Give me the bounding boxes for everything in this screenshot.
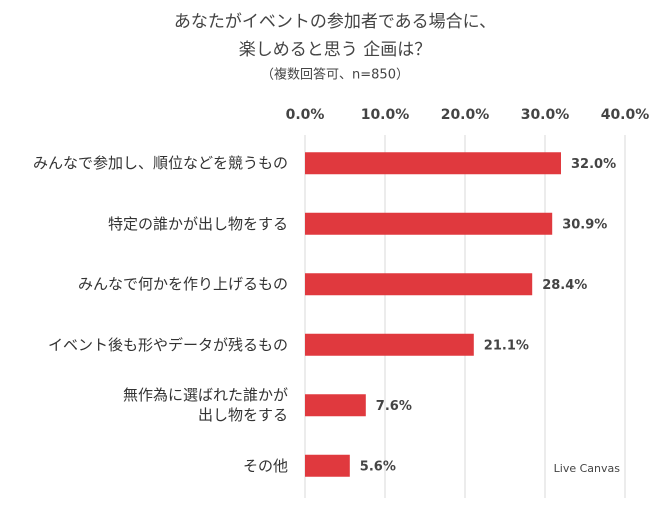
value-label: 7.6% bbox=[376, 399, 412, 414]
x-tick-label: 40.0% bbox=[601, 107, 650, 123]
y-tick-label: みんなで参加し、順位などを競うもの bbox=[32, 154, 288, 173]
y-tick-label: みんなで何かを作り上げるもの bbox=[77, 275, 288, 294]
value-label: 28.4% bbox=[542, 278, 587, 293]
y-tick-label: 無作為に選ばれた誰かが 出し物をする bbox=[122, 386, 288, 425]
value-label: 5.6% bbox=[360, 459, 396, 474]
chart-title: 楽しめると思う 企画は？ bbox=[239, 40, 431, 60]
bar bbox=[305, 273, 533, 296]
value-label: 30.9% bbox=[562, 217, 607, 232]
chart-subtitle: （複数回答可、n=850） bbox=[261, 67, 409, 83]
value-label: 21.1% bbox=[484, 338, 529, 353]
bar bbox=[305, 212, 553, 235]
y-tick-label: 特定の誰かが出し物をする bbox=[107, 214, 288, 233]
bar bbox=[305, 454, 350, 477]
bar bbox=[305, 394, 366, 417]
x-tick-label: 0.0% bbox=[286, 107, 325, 123]
x-tick-label: 30.0% bbox=[521, 107, 570, 123]
bar bbox=[305, 333, 474, 356]
x-tick-label: 10.0% bbox=[361, 107, 410, 123]
y-tick-label: イベント後も形やデータが残るもの bbox=[47, 335, 288, 354]
x-tick-label: 20.0% bbox=[441, 107, 490, 123]
value-label: 32.0% bbox=[571, 157, 616, 172]
bar bbox=[305, 152, 561, 175]
logo: Live Canvas bbox=[554, 462, 621, 475]
y-tick-label: その他 bbox=[242, 456, 288, 475]
chart-title: あなたがイベントの参加者である場合に、 bbox=[174, 12, 496, 32]
